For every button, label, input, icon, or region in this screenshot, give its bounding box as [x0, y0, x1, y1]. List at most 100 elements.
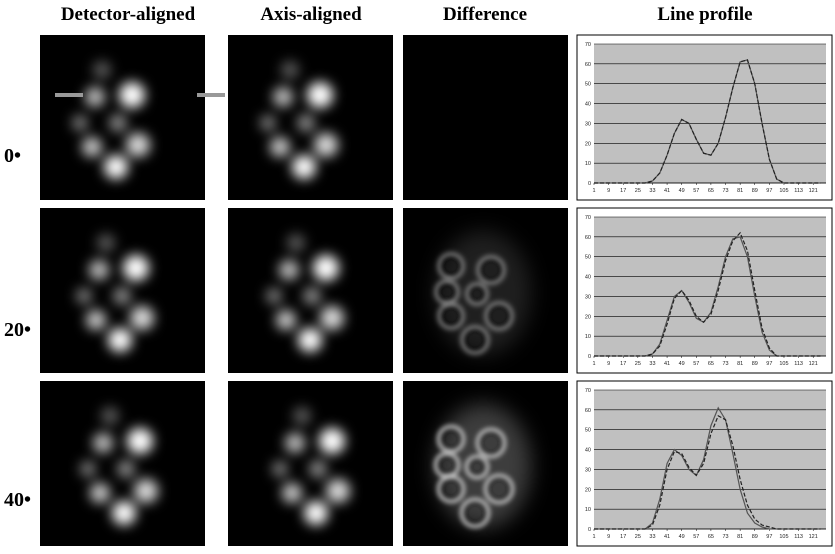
x-tick-label: 105 — [779, 534, 788, 540]
column-header: Axis-aligned — [260, 4, 362, 25]
ring-bright — [475, 427, 507, 459]
ring-dark — [462, 327, 488, 353]
blob — [273, 87, 293, 107]
y-tick-label: 20 — [585, 141, 591, 147]
blob — [101, 407, 119, 425]
y-tick-label: 60 — [585, 235, 591, 241]
ring-dark — [467, 284, 487, 304]
y-tick-label: 70 — [585, 42, 591, 48]
row-label: 40• — [4, 489, 31, 511]
y-tick-label: 30 — [585, 121, 591, 127]
x-tick-label: 41 — [664, 361, 670, 367]
x-tick-label: 17 — [620, 361, 626, 367]
x-tick-label: 73 — [722, 188, 728, 194]
blob — [112, 501, 136, 525]
glow — [435, 231, 531, 355]
x-tick-label: 89 — [752, 361, 758, 367]
blob — [279, 260, 299, 280]
y-tick-label: 70 — [585, 215, 591, 221]
y-tick-label: 20 — [585, 314, 591, 320]
ring-dark — [462, 500, 488, 526]
blob — [282, 483, 302, 503]
blob — [80, 461, 96, 477]
blob — [72, 115, 88, 131]
blob — [313, 255, 339, 281]
blob — [298, 328, 322, 352]
image — [228, 381, 393, 546]
blob — [90, 483, 110, 503]
x-tick-label: 49 — [679, 534, 685, 540]
x-tick-label: 73 — [722, 361, 728, 367]
x-tick-label: 25 — [635, 361, 641, 367]
x-tick-label: 57 — [693, 361, 699, 367]
blob — [270, 137, 290, 157]
y-tick-label: 40 — [585, 102, 591, 108]
image-background — [403, 35, 568, 200]
ring-dark — [478, 430, 504, 456]
ring-bright — [483, 300, 515, 332]
ring-dark — [439, 304, 463, 328]
image — [228, 35, 393, 200]
y-tick-label: 10 — [585, 161, 591, 167]
ring-dark — [486, 303, 512, 329]
series-line — [594, 59, 821, 184]
blob — [309, 460, 327, 478]
blob — [320, 306, 344, 330]
x-tick-label: 9 — [607, 188, 610, 194]
blob — [113, 287, 131, 305]
blob — [117, 460, 135, 478]
x-tick-label: 1 — [592, 361, 595, 367]
x-tick-label: 81 — [737, 361, 743, 367]
ring-dark — [486, 476, 512, 502]
x-tick-label: 17 — [620, 188, 626, 194]
series-line — [594, 414, 821, 530]
blob — [304, 501, 328, 525]
x-tick-label: 25 — [635, 188, 641, 194]
x-tick-label: 65 — [708, 361, 714, 367]
x-tick-label: 121 — [809, 188, 818, 194]
marker-bar — [197, 93, 225, 97]
image — [40, 35, 205, 200]
x-tick-label: 89 — [752, 188, 758, 194]
blobs — [260, 61, 338, 179]
y-tick-label: 0 — [588, 527, 591, 533]
x-tick-label: 49 — [679, 188, 685, 194]
column-header: Difference — [443, 4, 527, 25]
series-line — [594, 231, 821, 357]
blob — [119, 82, 145, 108]
y-tick-label: 0 — [588, 181, 591, 187]
x-tick-label: 1 — [592, 534, 595, 540]
x-tick-label: 89 — [752, 534, 758, 540]
blob — [260, 115, 276, 131]
blob — [307, 82, 333, 108]
glow — [435, 404, 531, 528]
image — [403, 35, 568, 200]
blob — [108, 328, 132, 352]
blob — [266, 288, 282, 304]
plot-area — [594, 44, 826, 183]
rings — [433, 251, 515, 356]
x-tick-label: 33 — [649, 534, 655, 540]
blob — [97, 234, 115, 252]
blob — [303, 287, 321, 305]
y-tick-label: 0 — [588, 354, 591, 360]
column-header: Detector-aligned — [61, 4, 196, 25]
image — [40, 381, 205, 546]
x-tick-label: 33 — [649, 361, 655, 367]
blobs — [80, 407, 158, 525]
x-tick-label: 17 — [620, 534, 626, 540]
x-tick-label: 105 — [779, 188, 788, 194]
y-tick-label: 50 — [585, 82, 591, 88]
x-tick-label: 65 — [708, 534, 714, 540]
ring-dark — [436, 281, 458, 303]
x-tick-label: 113 — [794, 361, 803, 367]
x-tick-label: 57 — [693, 188, 699, 194]
blob — [126, 133, 150, 157]
blob — [281, 61, 299, 79]
marker-bar — [55, 93, 83, 97]
blob — [82, 137, 102, 157]
blob — [292, 155, 316, 179]
x-tick-label: 97 — [766, 361, 772, 367]
row-label: 20• — [4, 319, 31, 341]
